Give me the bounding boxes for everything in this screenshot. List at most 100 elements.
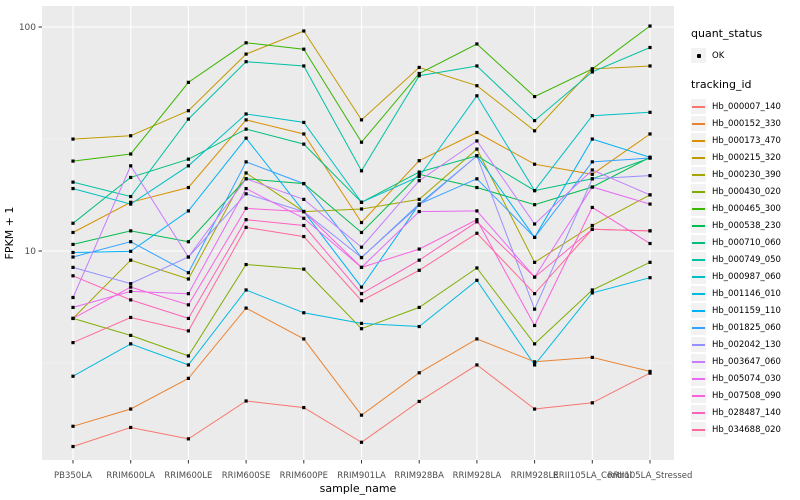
data-point [359,118,364,122]
data-point [648,276,652,280]
data-point [186,354,190,358]
legend-key-box [691,354,706,369]
data-point [475,154,479,158]
data-point [244,136,248,140]
data-point [244,41,248,45]
data-point [417,258,421,262]
data-point [475,139,479,143]
x-tick-label: RRIM600LA [106,471,155,481]
legend-entry: Hb_003647_060 [691,353,799,370]
data-point [71,305,75,310]
data-point [417,159,421,163]
legend-entry-ok: OK [691,47,799,64]
legend-key-box [691,235,706,250]
legend-entry-label: Hb_000749_050 [712,254,781,265]
data-point [244,171,248,175]
legend-line-swatch [692,241,705,244]
data-point [302,209,306,214]
data-point [417,174,421,179]
data-point [475,220,479,224]
legend-tracking-id-block: tracking_id Hb_000007_140 Hb_000152_330 Hb… [691,78,799,438]
legend-line-swatch [692,173,705,176]
data-point [475,94,479,98]
data-point [648,110,652,114]
legend-line-swatch [692,360,705,363]
data-point [417,247,421,251]
data-point [71,159,75,163]
x-tick-label: RRIM928BA [394,471,444,481]
data-point [475,266,479,270]
legend-entry-label: Hb_000987_060 [712,271,781,282]
data-point [129,289,133,294]
data-point [244,218,248,222]
legend-key-box [691,371,706,386]
data-point [475,231,479,235]
legend-entry-label: Hb_001146_010 [712,288,781,299]
legend-entry: Hb_000173_470 [691,132,799,149]
y-axis-title: FPKM + 1 [3,207,16,260]
legend-line-swatch [692,139,705,142]
data-point [129,152,133,156]
data-point [359,230,364,235]
legend-line-swatch [692,309,705,312]
data-point [302,142,306,146]
data-point [533,94,537,99]
legend-entry: Hb_000465_300 [691,200,799,217]
data-point [71,242,75,247]
data-point [417,268,421,272]
point-marker-icon [696,53,701,58]
legend-entry-label: Hb_000430_020 [712,186,781,197]
data-point [475,278,479,282]
data-point [533,342,537,346]
data-point [186,292,190,296]
legend-key-box [691,218,706,233]
legend-entry-label: Hb_003647_060 [712,356,781,367]
data-point [359,220,364,225]
legend-line-swatch [692,428,705,431]
data-point [590,70,594,74]
data-point [244,127,248,131]
data-point [129,425,133,430]
legend-entry: Hb_000215_320 [691,149,799,166]
data-point [533,292,537,296]
data-point [186,255,190,259]
legend-line-swatch [692,122,705,125]
data-point [302,337,306,341]
legend-line-swatch [692,411,705,414]
legend-line-swatch [692,105,705,108]
data-point [244,225,248,229]
data-point [71,444,75,449]
data-point [129,229,133,233]
legend-key-box [691,337,706,352]
data-point [417,65,421,70]
data-point [129,200,133,204]
data-point [359,140,364,144]
data-point [533,162,537,166]
legend-entry: Hb_028487_140 [691,404,799,421]
legend-key-box [691,116,706,131]
data-point [417,172,421,176]
legend-entry: Hb_002042_130 [691,336,799,353]
data-point [129,298,133,302]
data-point [129,164,133,168]
data-point [417,399,421,404]
data-point [129,333,133,337]
data-point [71,186,75,191]
data-point [648,64,652,68]
data-point [244,118,248,122]
data-point [417,71,421,76]
legend-entry: Hb_000538_230 [691,217,799,234]
data-point [186,109,190,113]
data-point [475,177,479,181]
data-point [475,147,479,151]
legend-key-box [691,388,706,403]
legend-title-tracking-id: tracking_id [691,78,752,91]
legend-tracking-entries: Hb_000007_140 Hb_000152_330 Hb_000173_470 H… [691,98,799,438]
data-point [71,230,75,235]
data-point [533,323,537,328]
data-point [244,262,248,267]
data-point [648,241,652,246]
data-point [244,160,248,164]
data-point [71,137,75,141]
